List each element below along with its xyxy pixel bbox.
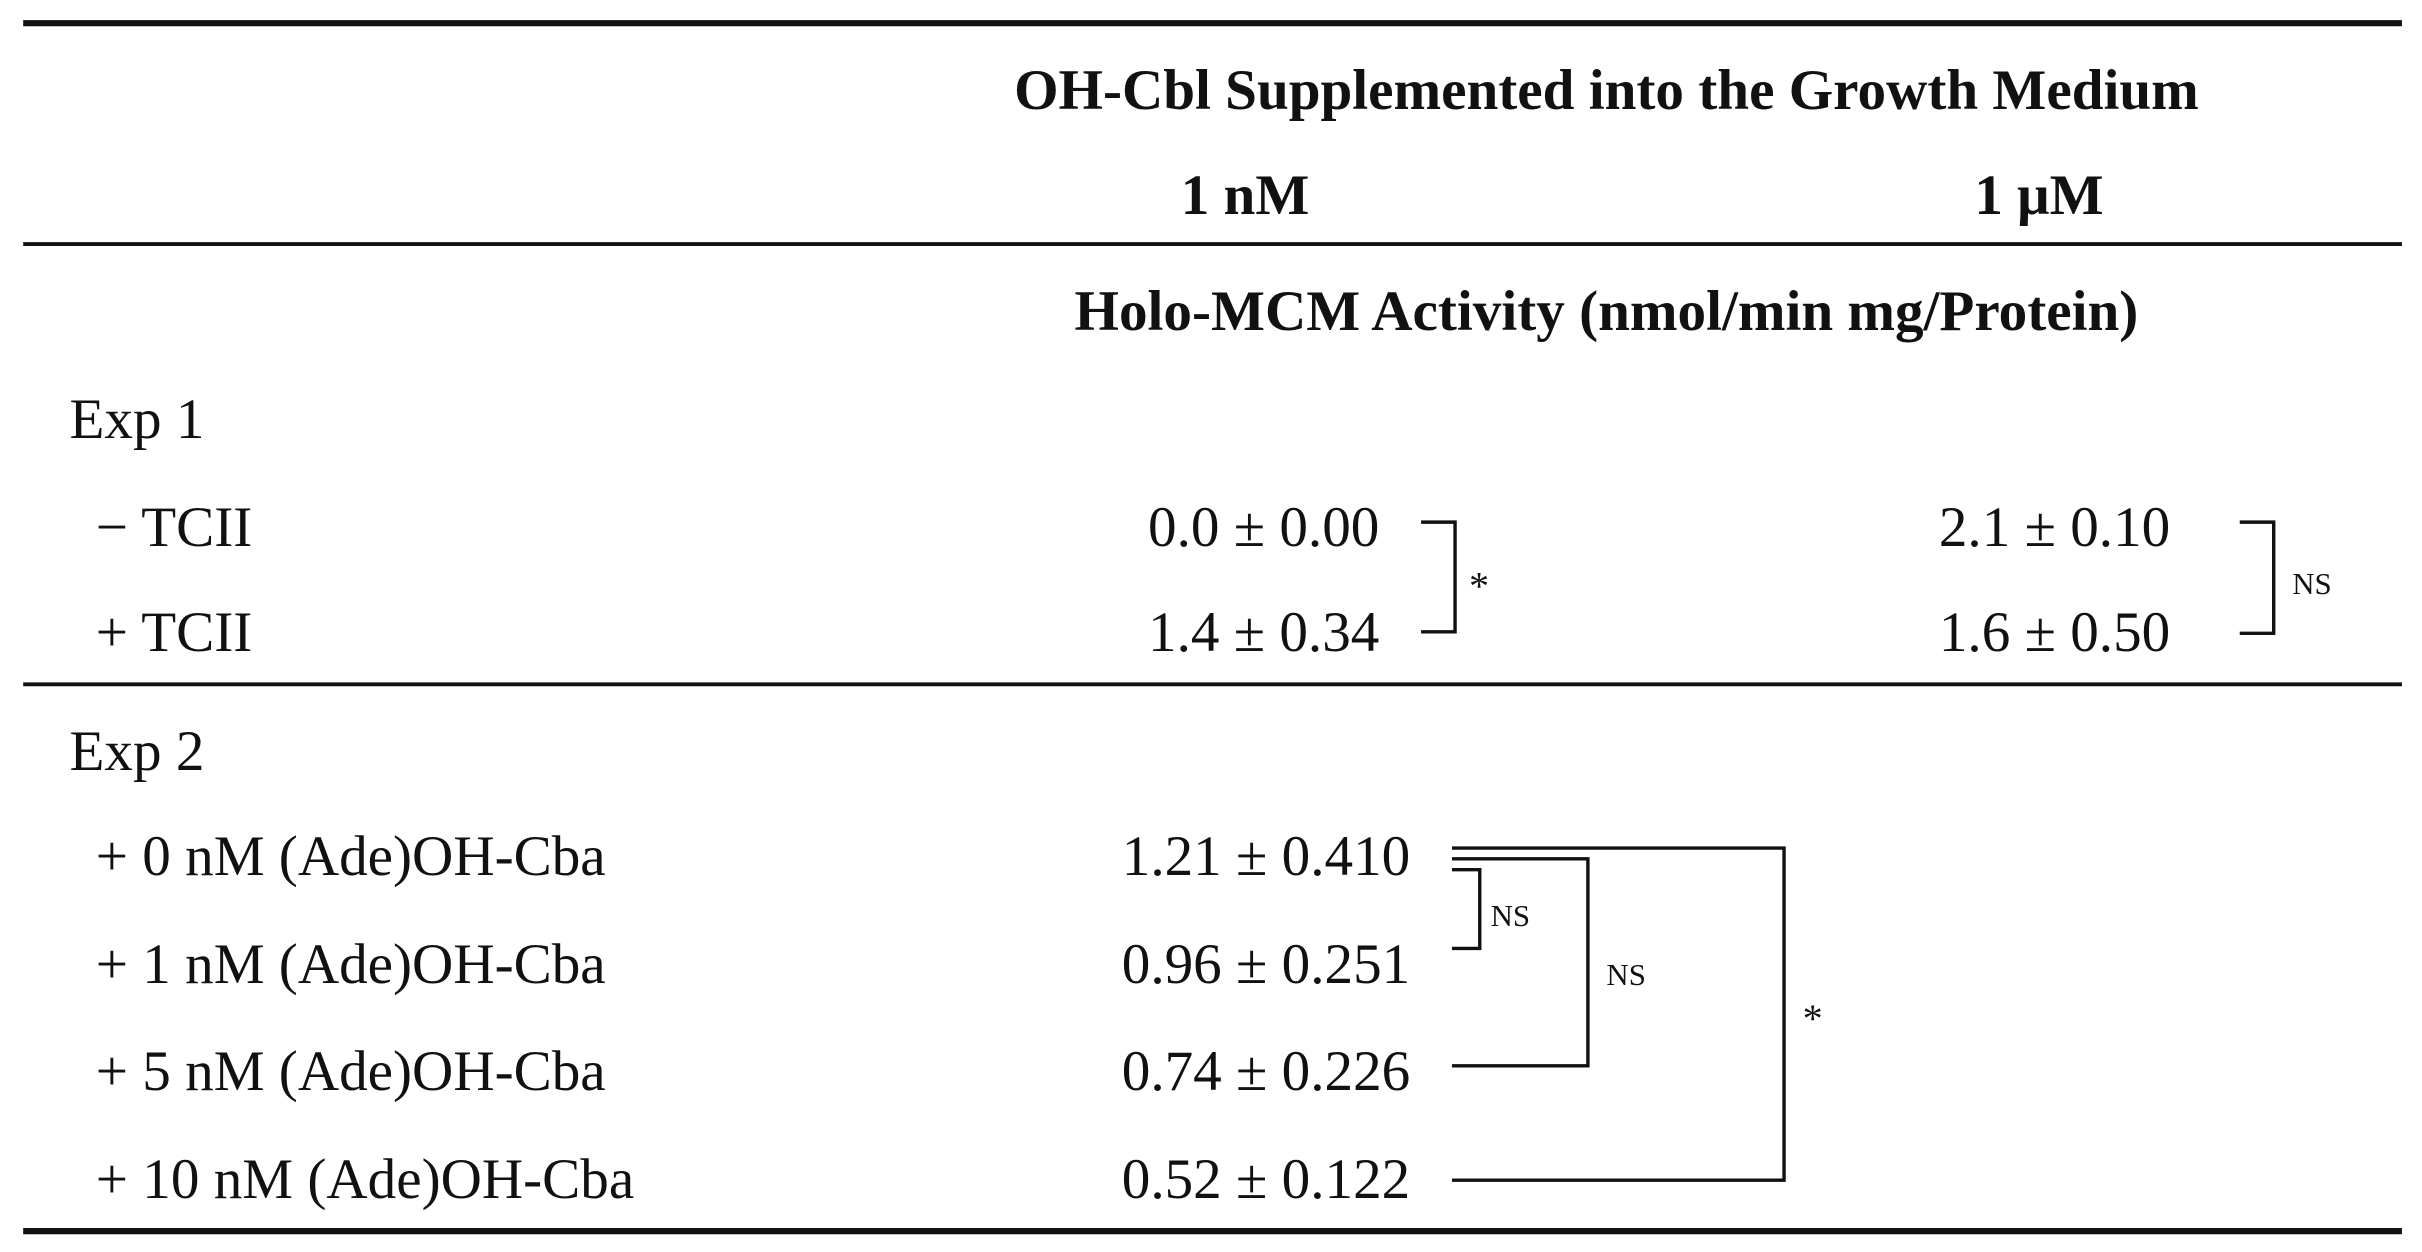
row-label: + 1 nM (Ade)OH-Cba	[96, 933, 606, 996]
cell: 0.74 ± 0.226	[1122, 1040, 1411, 1103]
significance: NS	[1491, 898, 1530, 933]
units-header: Holo-MCM Activity (nmol/min mg/Protein)	[1075, 280, 2139, 343]
bracket	[1451, 846, 1786, 1182]
column-header: 1 nM	[1181, 164, 1310, 227]
cell: 0.52 ± 0.122	[1122, 1148, 1411, 1211]
header-title: OH-Cbl Supplemented into the Growth Medi…	[1014, 59, 2199, 122]
bracket	[1451, 867, 1482, 951]
row-label: + TCII	[96, 601, 253, 664]
row-label: + 5 nM (Ade)OH-Cba	[96, 1040, 606, 1103]
significance: *	[1803, 996, 1823, 1041]
column-header: 1 μM	[1974, 164, 2103, 227]
bracket	[1421, 520, 1457, 634]
cell: 0.0 ± 0.00	[1148, 496, 1379, 559]
cell: 2.1 ± 0.10	[1939, 496, 2170, 559]
cell: 1.6 ± 0.50	[1939, 601, 2170, 664]
significance: NS	[1606, 957, 1645, 992]
cell: 0.96 ± 0.251	[1122, 933, 1411, 996]
cell: 1.4 ± 0.34	[1148, 601, 1379, 664]
bracket	[2239, 520, 2276, 636]
cell: 1.21 ± 0.410	[1122, 825, 1411, 888]
significance: NS	[2292, 566, 2331, 601]
section-label: Exp 1	[70, 388, 205, 451]
row-label: + 10 nM (Ade)OH-Cba	[96, 1148, 634, 1211]
significance: *	[1469, 563, 1489, 608]
bracket	[1451, 857, 1590, 1068]
section-label: Exp 2	[70, 720, 205, 783]
row-label: + 0 nM (Ade)OH-Cba	[96, 825, 606, 888]
row-label: − TCII	[96, 496, 253, 559]
